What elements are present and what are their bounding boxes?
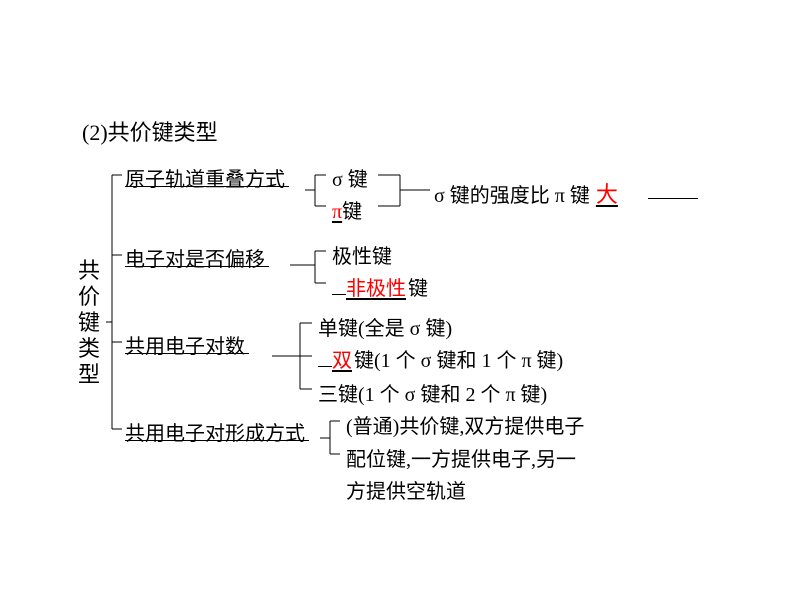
- cat1-compare-prefix: σ 键的强度比 π 键: [434, 185, 590, 207]
- cat2-polar: 极性键: [332, 240, 392, 269]
- cat2-underline: [125, 266, 269, 267]
- diagram-root: { "section_title": "(2)共价键类型", "root": "…: [0, 0, 794, 603]
- compare-blank-extend: [648, 198, 698, 199]
- cat1-underline: [125, 186, 289, 187]
- cat4-underline: [125, 440, 309, 441]
- cat2-nonpolar-row: 非极性键: [332, 272, 428, 301]
- cat4-coordinate: 配位键,一方提供电子,另一: [346, 443, 576, 472]
- cat3-underline: [125, 353, 249, 354]
- cat2-label: 电子对是否偏移: [125, 243, 265, 272]
- cat3-double-blank: 双: [332, 350, 352, 372]
- cat4-label: 共用电子对形成方式: [125, 417, 305, 446]
- cat1-pi-blank: π: [332, 201, 342, 223]
- cat3-triple: 三键(1 个 σ 键和 2 个 π 键): [318, 378, 547, 407]
- root-label: 共价键类型: [78, 258, 100, 388]
- bracket-svg: [0, 0, 794, 603]
- cat1-sigma: σ 键: [332, 163, 368, 192]
- cat1-pi-suffix: 键: [342, 201, 362, 223]
- cat3-single: 单键(全是 σ 键): [318, 312, 452, 341]
- cat3-double-row: 双键(1 个 σ 键和 1 个 π 键): [318, 344, 563, 373]
- section-title: (2)共价键类型: [82, 115, 218, 147]
- cat1-compare: σ 键的强度比 π 键大: [434, 177, 618, 209]
- cat1-label: 原子轨道重叠方式: [125, 163, 285, 192]
- cat1-compare-blank: 大: [596, 182, 618, 207]
- cat3-label: 共用电子对数: [125, 330, 245, 359]
- cat4-coordinate-2: 方提供空轨道: [346, 475, 466, 504]
- cat4-covalent: (普通)共价键,双方提供电子: [346, 410, 584, 439]
- cat1-pi-row: π键: [332, 195, 362, 224]
- cat2-nonpolar-suffix: 键: [408, 278, 428, 300]
- cat3-double-suffix: 键(1 个 σ 键和 1 个 π 键): [354, 350, 563, 372]
- cat2-nonpolar-blank: 非极性: [346, 278, 406, 300]
